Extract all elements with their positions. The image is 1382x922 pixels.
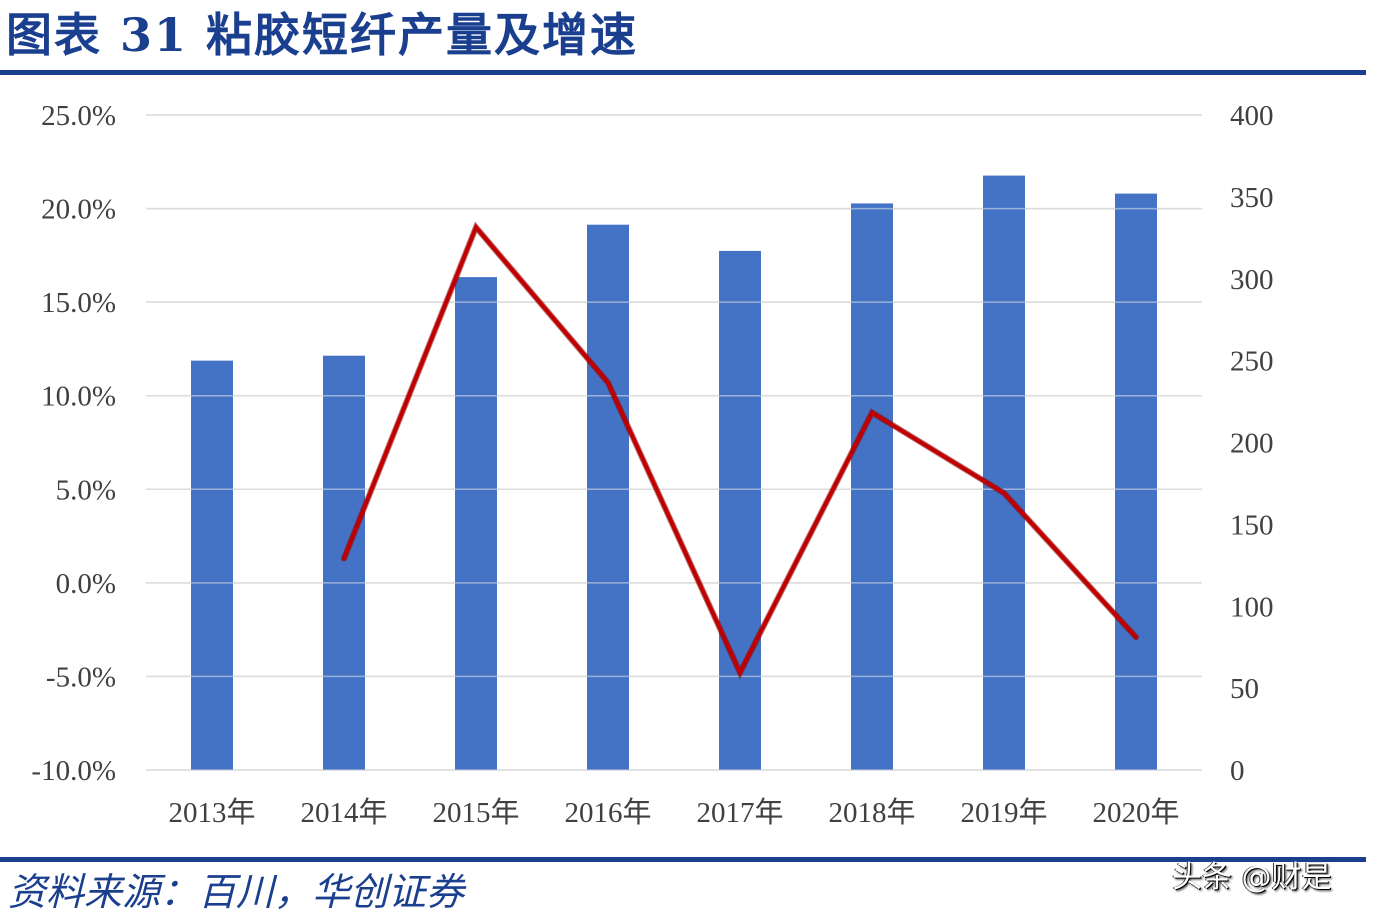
bar-2017年 bbox=[719, 250, 761, 771]
footer-divider bbox=[0, 857, 1366, 862]
title-divider bbox=[0, 70, 1366, 75]
x-axis-label: 2013年 bbox=[168, 796, 255, 829]
right-axis-tick: 100 bbox=[1230, 591, 1274, 623]
gridlines bbox=[146, 114, 1202, 771]
x-axis-label: 2019年 bbox=[960, 796, 1047, 829]
bar-2016年 bbox=[587, 224, 629, 770]
bar-series-production bbox=[146, 114, 1202, 771]
left-axis-tick: 15.0% bbox=[41, 287, 116, 319]
right-axis-tick: 200 bbox=[1230, 428, 1274, 460]
right-axis-tick: 400 bbox=[1230, 100, 1274, 132]
left-axis-tick: -10.0% bbox=[31, 755, 116, 787]
left-axis-tick: 20.0% bbox=[41, 194, 116, 226]
right-y-axis: 400 350 300 250 200 150 100 50 0 bbox=[1230, 100, 1274, 787]
left-axis-tick: 0.0% bbox=[56, 568, 116, 600]
right-axis-tick: 150 bbox=[1230, 509, 1274, 541]
x-axis-label: 2015年 bbox=[432, 796, 519, 829]
right-axis-tick: 250 bbox=[1230, 346, 1274, 378]
source-note: 资料来源：百川，华创证券 bbox=[8, 870, 465, 914]
x-axis: 2013年 2014年 2015年 2016年 2017年 2018年 2019年 2020年 bbox=[168, 796, 1179, 829]
left-axis-tick: 5.0% bbox=[56, 474, 116, 506]
x-axis-label: 2018年 bbox=[828, 796, 915, 829]
bar-2018年 bbox=[851, 203, 893, 771]
chart-title: 图表 31 粘胶短纤产量及增速 bbox=[6, 8, 639, 62]
bar-2014年 bbox=[323, 355, 365, 770]
right-axis-tick: 350 bbox=[1230, 182, 1274, 214]
left-axis-tick: 10.0% bbox=[41, 381, 116, 413]
bar-2019年 bbox=[983, 175, 1025, 770]
x-axis-label: 2020年 bbox=[1092, 796, 1179, 829]
x-axis-label: 2014年 bbox=[300, 796, 387, 829]
right-axis-tick: 50 bbox=[1230, 673, 1259, 705]
left-axis-tick: -5.0% bbox=[46, 661, 116, 693]
right-axis-tick: 0 bbox=[1230, 755, 1245, 787]
bar-2013年 bbox=[191, 360, 233, 770]
bar-2020年 bbox=[1115, 193, 1157, 771]
left-axis-tick: 25.0% bbox=[41, 100, 116, 132]
line-series-growth bbox=[341, 221, 1139, 680]
x-axis-label: 2017年 bbox=[696, 796, 783, 829]
x-axis-label: 2016年 bbox=[564, 796, 651, 829]
right-axis-tick: 300 bbox=[1230, 264, 1274, 296]
bar-2015年 bbox=[455, 277, 497, 770]
growth-line bbox=[342, 223, 1138, 678]
watermark: 头条 @财是 bbox=[1172, 860, 1332, 895]
left-y-axis: 25.0% 20.0% 15.0% 10.0% 5.0% 0.0% -5.0% -10.0% bbox=[31, 100, 116, 787]
